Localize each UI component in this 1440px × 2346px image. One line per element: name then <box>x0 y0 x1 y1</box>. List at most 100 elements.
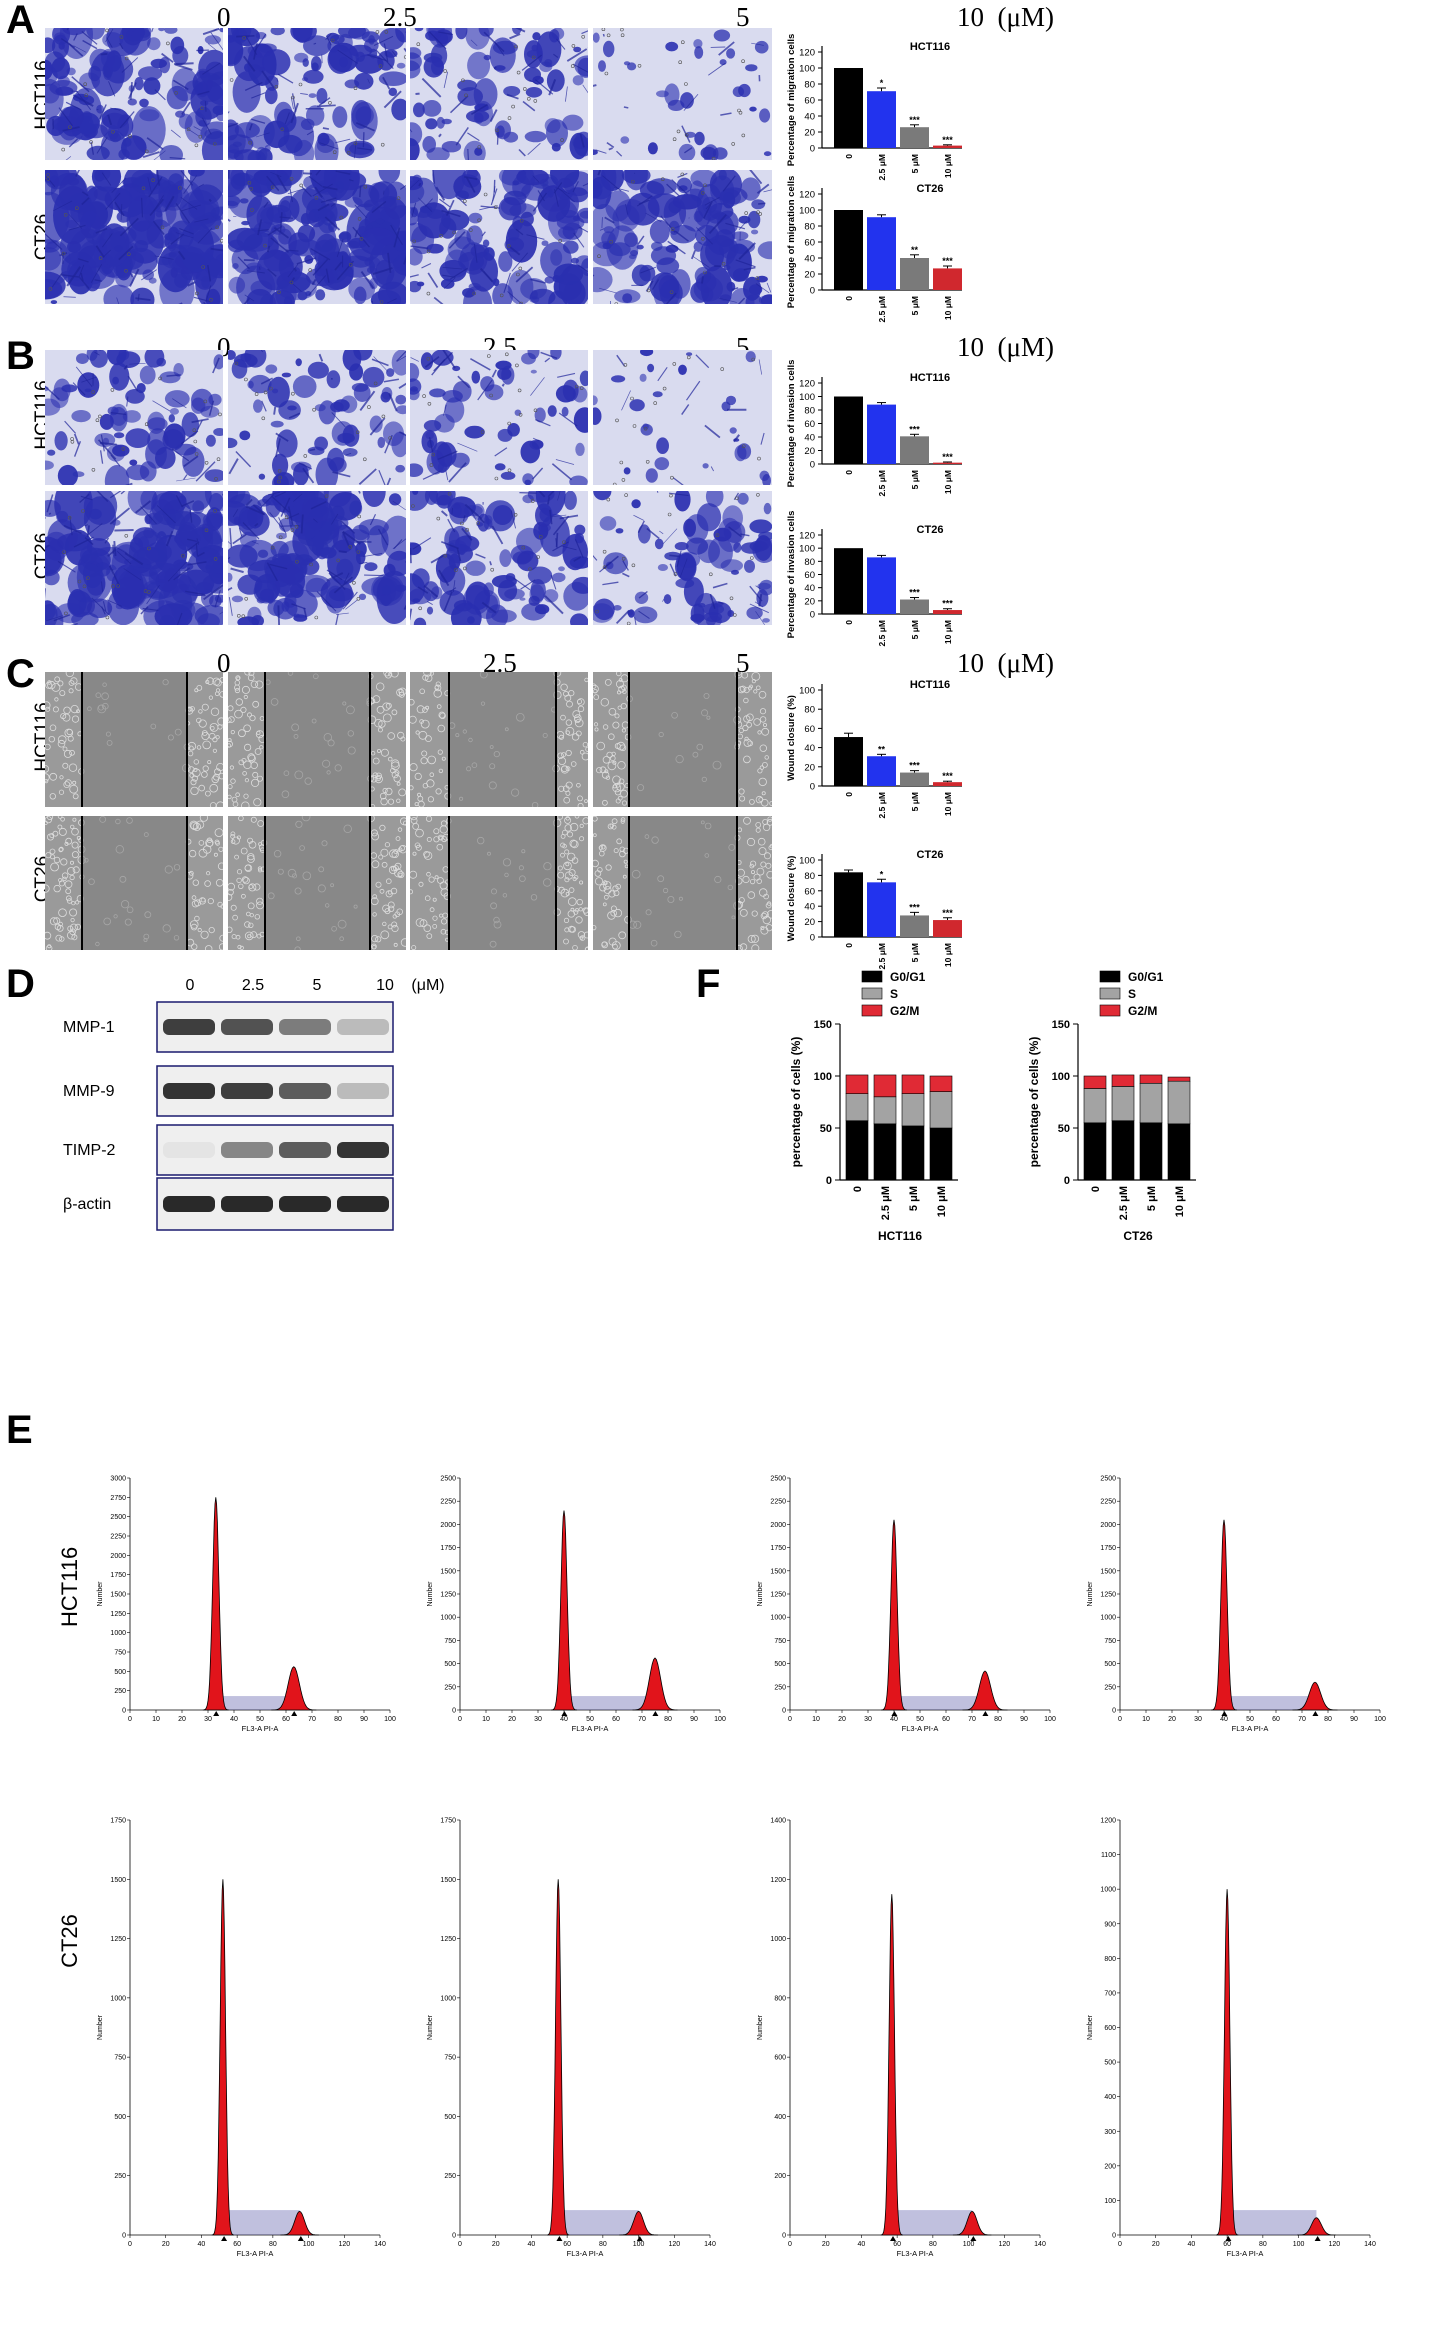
micrograph-wound-hct116 <box>45 672 223 807</box>
y-tick-label: 120 <box>799 190 815 201</box>
x-tick-label: 0 <box>1118 2241 1122 2248</box>
bar <box>867 91 896 148</box>
x-tick-label: 10 μM <box>943 620 953 644</box>
y-tick-label: 1750 <box>440 1818 456 1825</box>
x-tick-label: 10 <box>812 1716 820 1723</box>
bar <box>867 756 896 786</box>
x-tick-label: 5 μM <box>908 1186 920 1211</box>
bar <box>834 548 863 614</box>
x-axis-label: FL3-A PI-A <box>572 1724 609 1733</box>
peak-marker <box>636 2236 643 2241</box>
significance-label: *** <box>942 256 953 266</box>
peak-marker <box>970 2236 977 2241</box>
x-tick-label: 0 <box>844 296 854 301</box>
chart-title: HCT116 <box>910 679 950 691</box>
significance-label: *** <box>909 424 920 434</box>
stacked-segment <box>1111 1086 1135 1122</box>
y-tick-label: 80 <box>804 871 815 882</box>
x-tick-label: 20 <box>1168 1716 1176 1723</box>
panel-label-a: A <box>6 0 35 42</box>
micrograph-invasion-ct26 <box>593 491 772 625</box>
flow-histogram: 0250500750100012501500175020002250250027… <box>97 1476 396 1734</box>
x-tick-label: 80 <box>1324 1716 1332 1723</box>
stacked-segment <box>873 1074 897 1098</box>
x-tick-label: 90 <box>1020 1716 1028 1723</box>
x-tick-label: 100 <box>714 1716 726 1723</box>
y-tick-label: 1500 <box>770 1568 786 1575</box>
g1-peak <box>211 1879 234 2236</box>
y-axis-label: Number <box>427 1581 434 1607</box>
x-tick-label: 40 <box>560 1716 568 1723</box>
x-tick-label: 0 <box>1118 1716 1122 1723</box>
y-tick-label: 100 <box>799 544 815 555</box>
panel-label-d: D <box>6 962 35 1006</box>
x-axis-label: FL3-A PI-A <box>242 1724 279 1733</box>
y-tick-label: 40 <box>804 902 815 913</box>
bar <box>900 915 929 937</box>
x-tick-label: 80 <box>664 1716 672 1723</box>
bar-chart: 0 20 40 60 80 100 120 HCT116 Percentage of migra… <box>786 34 962 180</box>
x-tick-label: 10 μM <box>943 296 953 320</box>
x-tick-label: 100 <box>303 2241 315 2248</box>
stacked-segment <box>873 1096 897 1125</box>
x-tick-label: 60 <box>893 2241 901 2248</box>
y-tick-label: 3000 <box>110 1476 126 1483</box>
y-tick-label: 1250 <box>770 1592 786 1599</box>
y-tick-label: 40 <box>804 254 815 265</box>
x-tick-label: 40 <box>858 2241 866 2248</box>
micrograph-migration-hct116 <box>228 28 406 160</box>
chart-title: CT26 <box>917 849 944 861</box>
stacked-segment <box>845 1120 869 1181</box>
y-tick-label: 1400 <box>770 1818 786 1825</box>
y-tick-label: 2250 <box>440 1499 456 1506</box>
y-tick-label: 1500 <box>440 1877 456 1884</box>
conc-label: 10 (μM) <box>957 2 1054 32</box>
legend-label: G2/M <box>890 1004 919 1018</box>
y-tick-label: 1000 <box>770 1936 786 1943</box>
x-tick-label: 20 <box>822 2241 830 2248</box>
peak-marker <box>213 1711 220 1716</box>
x-tick-label: 5 μM <box>910 296 920 315</box>
x-tick-label: 40 <box>890 1716 898 1723</box>
bar <box>933 268 962 290</box>
bar-chart: 0 20 40 60 80 100 120 CT26 Percentage of invasio… <box>786 511 962 646</box>
western-band <box>337 1196 389 1212</box>
bar <box>867 557 896 614</box>
x-tick-label: 70 <box>1298 1716 1306 1723</box>
y-tick-label: 100 <box>799 686 815 697</box>
conc-label: 5 <box>736 2 750 32</box>
y-tick-label: 0 <box>810 782 815 793</box>
micrograph-wound-hct116 <box>593 672 772 807</box>
s-phase-region <box>1224 1696 1315 1710</box>
legend-label: S <box>1128 987 1136 1001</box>
y-tick-label: 120 <box>799 48 815 59</box>
significance-label: *** <box>942 771 953 781</box>
stacked-segment <box>901 1093 925 1127</box>
legend-label: G0/G1 <box>890 970 926 984</box>
x-tick-label: 30 <box>204 1716 212 1723</box>
x-tick-label: 70 <box>638 1716 646 1723</box>
micrograph-migration-ct26 <box>45 170 223 304</box>
y-tick-label: 0 <box>810 144 815 155</box>
x-tick-label: 90 <box>690 1716 698 1723</box>
flow-histogram: 0 200 400 600 800 1000 1200 1400 0 20 40 60 80 100 120… <box>757 1818 1046 2259</box>
micrograph-wound-ct26 <box>593 816 772 950</box>
western-band <box>337 1019 389 1035</box>
x-tick-label: 60 <box>563 2241 571 2248</box>
y-tick-label: 20 <box>804 446 815 457</box>
x-axis-label: FL3-A PI-A <box>237 2249 274 2258</box>
bar <box>834 396 863 464</box>
chart-title: HCT116 <box>910 372 950 384</box>
conc-label: 0 <box>217 2 231 32</box>
y-tick-label: 80 <box>804 406 815 417</box>
y-tick-label: 40 <box>804 743 815 754</box>
x-tick-label: 5 μM <box>910 620 920 639</box>
y-tick-label: 40 <box>804 433 815 444</box>
x-tick-label: 100 <box>963 2241 975 2248</box>
western-band <box>221 1142 273 1158</box>
stacked-segment <box>1083 1075 1107 1089</box>
y-tick-label: 600 <box>774 2055 786 2062</box>
legend-swatch <box>861 970 883 983</box>
y-tick-label: 500 <box>444 1661 456 1668</box>
bar-chart: 0 20 40 60 80 100 120 HCT116 Percentage of invas… <box>786 360 962 496</box>
